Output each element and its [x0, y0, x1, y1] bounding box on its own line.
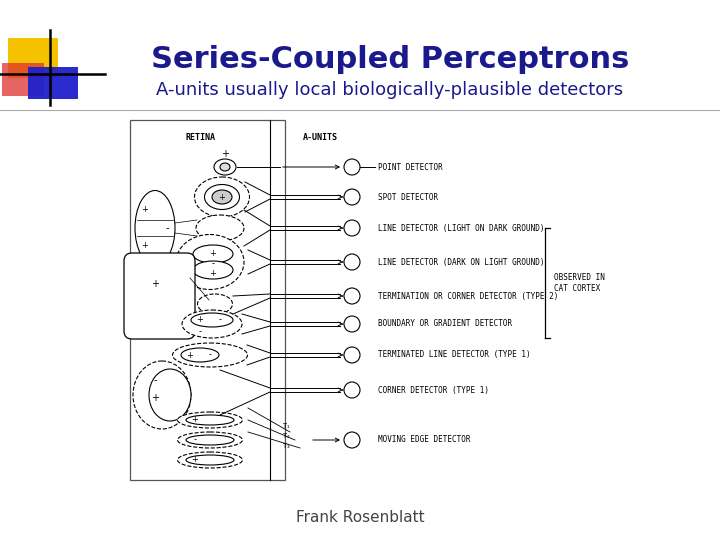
Bar — [8, 38, 58, 78]
Bar — [2, 63, 44, 96]
Text: MOVING EDGE DETECTOR: MOVING EDGE DETECTOR — [378, 435, 470, 444]
Text: Frank Rosenblatt: Frank Rosenblatt — [296, 510, 424, 525]
Ellipse shape — [176, 234, 244, 289]
Text: +: + — [186, 350, 194, 360]
Text: A-UNITS: A-UNITS — [302, 133, 338, 142]
Text: +: + — [142, 206, 148, 214]
Text: RETINA: RETINA — [185, 133, 215, 142]
Text: Series-Coupled Perceptrons: Series-Coupled Perceptrons — [150, 45, 629, 75]
Text: -: - — [153, 375, 157, 385]
Text: A-units usually local biologically-plausible detectors: A-units usually local biologically-plaus… — [156, 81, 624, 99]
Ellipse shape — [149, 369, 191, 421]
Text: LINE DETECTOR (DARK ON LIGHT GROUND): LINE DETECTOR (DARK ON LIGHT GROUND) — [378, 258, 544, 267]
Ellipse shape — [178, 412, 243, 428]
Ellipse shape — [173, 343, 248, 367]
Text: -: - — [194, 435, 197, 444]
Text: -: - — [218, 315, 222, 325]
Ellipse shape — [220, 163, 230, 171]
Text: TERMINATION OR CORNER DETECTOR (TYPE 2): TERMINATION OR CORNER DETECTOR (TYPE 2) — [378, 292, 559, 300]
Bar — [28, 67, 78, 99]
Ellipse shape — [181, 348, 219, 362]
Text: OBSERVED IN
CAT CORTEX: OBSERVED IN CAT CORTEX — [554, 273, 605, 293]
Text: -: - — [209, 350, 212, 360]
Ellipse shape — [193, 245, 233, 263]
Ellipse shape — [186, 435, 234, 445]
Text: CORNER DETECTOR (TYPE 1): CORNER DETECTOR (TYPE 1) — [378, 386, 489, 395]
Ellipse shape — [214, 159, 236, 175]
Ellipse shape — [193, 261, 233, 279]
Text: T₂: T₂ — [283, 433, 292, 439]
Text: LINE DETECTOR (LIGHT ON DARK GROUND): LINE DETECTOR (LIGHT ON DARK GROUND) — [378, 224, 544, 233]
Ellipse shape — [182, 310, 242, 338]
Ellipse shape — [135, 191, 175, 266]
Bar — [130, 120, 285, 480]
Text: +: + — [192, 456, 199, 464]
Text: T₃: T₃ — [283, 443, 292, 449]
Text: TERMINATED LINE DETECTOR (TYPE 1): TERMINATED LINE DETECTOR (TYPE 1) — [378, 350, 531, 360]
Ellipse shape — [196, 215, 244, 241]
Text: T₁: T₁ — [283, 423, 292, 429]
Text: +: + — [192, 415, 199, 424]
Ellipse shape — [197, 294, 233, 314]
FancyBboxPatch shape — [124, 253, 195, 339]
Ellipse shape — [186, 455, 234, 465]
Ellipse shape — [178, 432, 243, 448]
Text: BOUNDARY OR GRADIENT DETECTOR: BOUNDARY OR GRADIENT DETECTOR — [378, 320, 512, 328]
Text: +: + — [210, 249, 217, 259]
Text: +: + — [151, 393, 159, 403]
Text: +: + — [142, 241, 148, 251]
Text: -: - — [212, 260, 215, 268]
Ellipse shape — [178, 452, 243, 468]
Text: +: + — [219, 192, 225, 201]
Ellipse shape — [186, 415, 234, 425]
Text: +: + — [151, 279, 159, 289]
Text: -: - — [166, 223, 168, 233]
Ellipse shape — [204, 185, 240, 210]
Text: SPOT DETECTOR: SPOT DETECTOR — [378, 192, 438, 201]
Text: POINT DETECTOR: POINT DETECTOR — [378, 163, 443, 172]
Text: -: - — [199, 327, 202, 336]
Text: +: + — [221, 149, 229, 159]
Text: +: + — [197, 315, 204, 325]
Ellipse shape — [194, 177, 250, 217]
Ellipse shape — [191, 313, 233, 327]
Text: +: + — [210, 269, 217, 279]
Ellipse shape — [212, 190, 232, 204]
Ellipse shape — [133, 361, 191, 429]
